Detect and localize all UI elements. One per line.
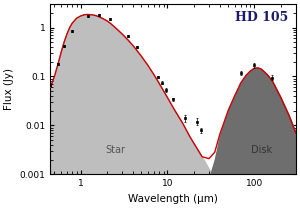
Text: HD 105: HD 105 [235, 11, 289, 24]
X-axis label: Wavelength (μm): Wavelength (μm) [128, 194, 218, 204]
Y-axis label: Flux (Jy): Flux (Jy) [4, 68, 14, 110]
Text: Star: Star [105, 145, 125, 155]
Text: Disk: Disk [251, 145, 272, 155]
